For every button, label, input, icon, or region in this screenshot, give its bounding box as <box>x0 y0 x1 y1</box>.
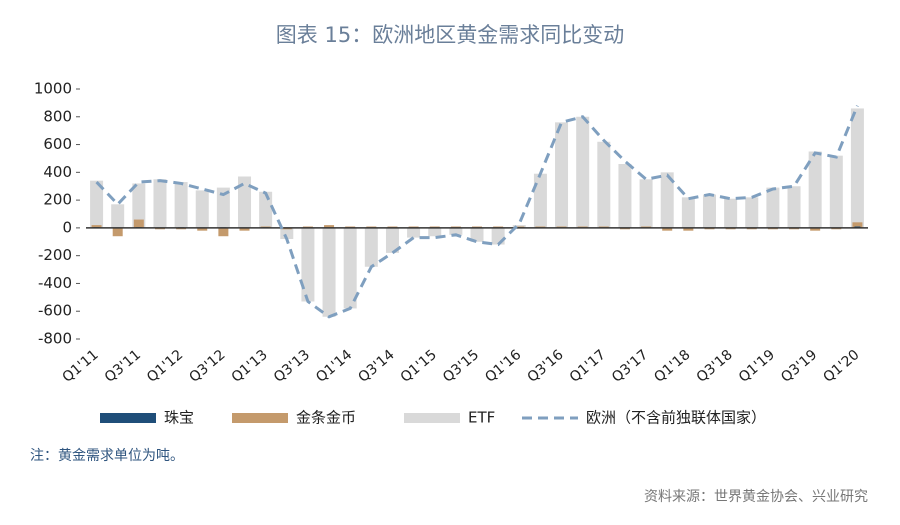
bar <box>766 187 780 228</box>
y-tick-label: -800 <box>38 330 72 348</box>
bar <box>428 227 442 237</box>
y-tick-label: 600 <box>43 135 72 153</box>
bar <box>470 227 484 242</box>
legend-label: 金条金币 <box>296 409 356 427</box>
bar <box>639 179 653 228</box>
bar <box>681 197 695 228</box>
bar <box>702 194 716 228</box>
bar <box>808 151 822 228</box>
bar <box>324 225 335 228</box>
bar <box>745 197 759 228</box>
x-tick-label: Q3'12 <box>186 347 228 386</box>
y-tick-label: 200 <box>43 191 72 209</box>
y-tick-label: 0 <box>62 218 72 236</box>
bar <box>576 116 590 228</box>
x-tick-label: Q1'16 <box>482 347 524 386</box>
bar <box>407 227 421 238</box>
legend-swatch <box>404 413 460 423</box>
bar <box>449 227 463 235</box>
bar <box>195 190 209 228</box>
y-tick-label: -400 <box>38 274 72 292</box>
x-tick-label: Q3'18 <box>694 347 736 386</box>
bar <box>218 227 229 237</box>
bar <box>238 176 252 228</box>
bar <box>259 191 273 228</box>
bar <box>90 180 104 228</box>
note: 注：黄金需求单位为吨。 <box>30 447 184 464</box>
bar <box>112 227 123 237</box>
bar <box>385 227 399 253</box>
legend-label: 珠宝 <box>164 409 194 427</box>
legend-label: ETF <box>468 409 495 427</box>
legend-swatch <box>100 413 156 423</box>
bar <box>618 164 632 228</box>
x-tick-label: Q1'20 <box>820 347 862 386</box>
x-tick-label: Q1'17 <box>567 347 609 386</box>
bar <box>364 227 378 267</box>
y-tick-label: 800 <box>43 107 72 125</box>
x-tick-label: Q1'13 <box>229 347 271 386</box>
x-tick-label: Q3'13 <box>271 347 313 386</box>
bar <box>533 173 547 228</box>
line <box>95 105 859 319</box>
x-tick-label: Q3'11 <box>102 347 144 386</box>
y-tick-label: -200 <box>38 246 72 264</box>
bar <box>810 227 821 231</box>
x-tick-label: Q3'14 <box>355 347 397 386</box>
bar <box>111 204 125 228</box>
x-tick-label: Q1'15 <box>398 347 440 386</box>
bar <box>555 122 569 228</box>
x-tick-label: Q3'15 <box>440 347 482 386</box>
chart-title: 图表 15：欧洲地区黄金需求同比变动 <box>276 23 624 47</box>
y-tick-label: -600 <box>38 302 72 320</box>
bar <box>662 227 673 231</box>
legend-swatch <box>232 413 288 423</box>
y-tick-label: 1000 <box>34 80 72 98</box>
bar <box>174 182 188 228</box>
source: 资料来源：世界黄金协会、兴业研究 <box>644 488 868 505</box>
x-tick-label: Q1'18 <box>651 347 693 386</box>
x-tick-label: Q1'19 <box>736 347 778 386</box>
x-tick-label: Q1'14 <box>313 347 355 386</box>
bar <box>597 141 611 228</box>
legend-label: 欧洲（不含前独联体国家） <box>586 409 766 427</box>
x-tick-label: Q3'19 <box>778 347 820 386</box>
bar <box>829 155 843 228</box>
bar <box>153 179 167 228</box>
bar <box>91 225 102 228</box>
bar <box>132 183 146 228</box>
bar <box>343 227 357 309</box>
x-tick-label: Q3'16 <box>525 347 567 386</box>
bar <box>301 227 315 302</box>
y-tick-label: 400 <box>43 163 72 181</box>
x-tick-label: Q1'12 <box>144 347 186 386</box>
bar <box>133 219 144 228</box>
bar <box>852 222 863 228</box>
bar <box>683 227 694 231</box>
bar <box>660 172 674 228</box>
bar <box>280 227 294 239</box>
x-tick-label: Q1'11 <box>60 347 102 386</box>
x-tick-label: Q3'17 <box>609 347 651 386</box>
bar <box>787 186 801 228</box>
bar <box>724 198 738 228</box>
bar <box>322 227 336 317</box>
bar <box>197 227 208 231</box>
bar <box>850 108 864 228</box>
bar <box>239 227 250 231</box>
bar <box>216 187 230 228</box>
